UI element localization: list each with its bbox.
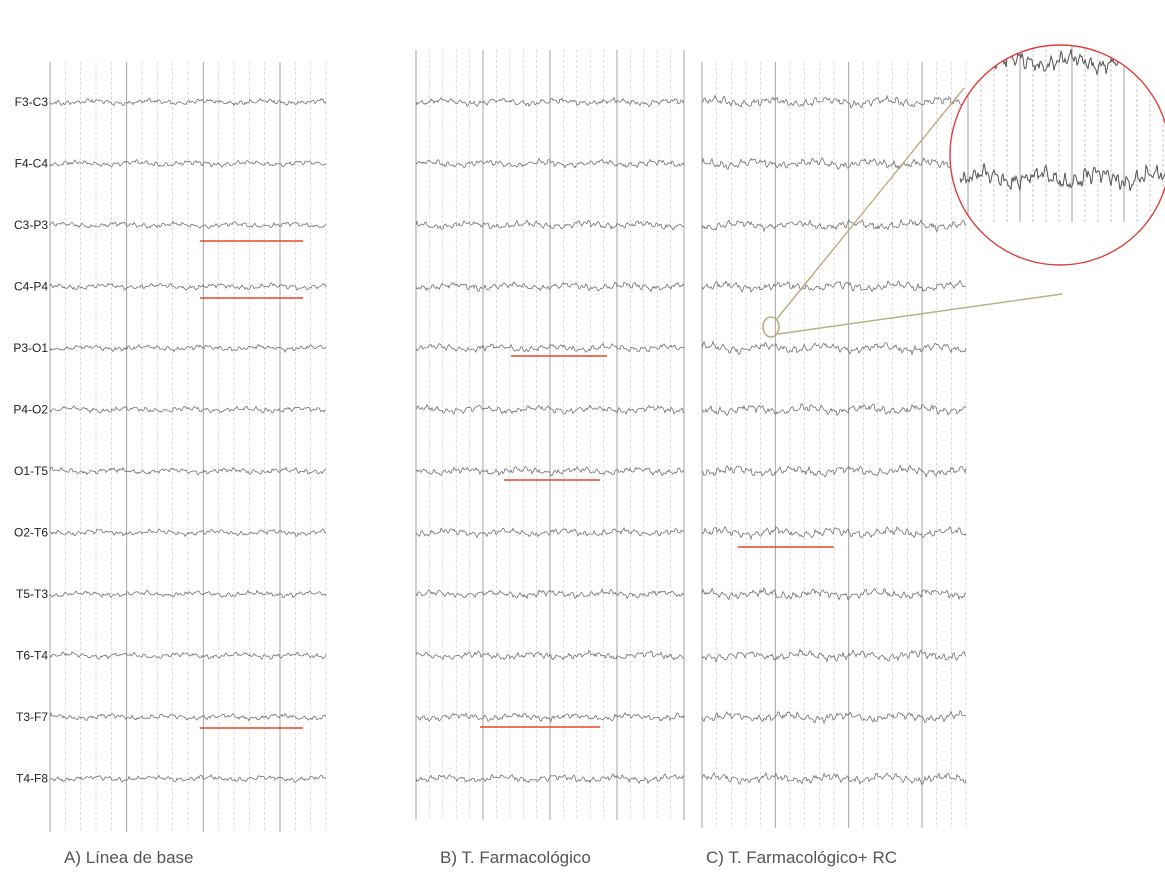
channel-label: T3-F7	[16, 710, 48, 724]
eeg-trace-p3-o1	[49, 343, 327, 354]
eeg-trace-c4-p4	[415, 281, 685, 293]
channel-label: C4-P4	[14, 280, 48, 294]
eeg-trace-f3-c3	[49, 97, 327, 107]
channel-label: T5-T3	[16, 587, 48, 601]
channel-label: C3-P3	[14, 218, 48, 232]
eeg-trace-p4-o2	[415, 403, 685, 415]
eeg-trace-p3-o1	[415, 342, 685, 353]
eeg-trace-f4-c4	[49, 158, 327, 168]
eeg-trace-c3-p3	[49, 220, 327, 230]
eeg-trace-c4-p4	[49, 282, 327, 291]
zoom-connector	[775, 87, 965, 321]
eeg-trace-t5-t3	[49, 589, 327, 599]
zoom-circle	[949, 44, 1165, 266]
panel-b-pharmacological	[415, 50, 685, 820]
eeg-trace-o1-t5	[701, 464, 967, 479]
eeg-trace-t5-t3	[415, 588, 685, 600]
eeg-trace-t5-t3	[701, 587, 967, 601]
eeg-trace-o2-t6	[415, 526, 685, 539]
eeg-trace-p4-o2	[701, 402, 967, 417]
zoom-trace	[959, 163, 1165, 192]
panel-c-pharmacological-rc	[701, 62, 967, 828]
channel-label: O2-T6	[14, 526, 48, 540]
eeg-trace-t3-f7	[49, 712, 327, 722]
eeg-trace-t4-f8	[701, 771, 967, 786]
channel-label: T6-T4	[16, 649, 48, 663]
eeg-trace-o1-t5	[49, 466, 327, 476]
channel-label: F3-C3	[15, 95, 49, 109]
eeg-trace-f3-c3	[701, 94, 967, 110]
zoom-connector	[777, 293, 1063, 335]
eeg-trace-f4-c4	[415, 157, 685, 169]
eeg-trace-f4-c4	[701, 157, 967, 171]
zoom-inset	[762, 44, 1165, 338]
channel-label: P3-O1	[13, 341, 48, 355]
eeg-trace-c4-p4	[701, 279, 967, 293]
caption-panel-b: B) T. Farmacológico	[440, 848, 591, 867]
channel-label: P4-O2	[13, 403, 48, 417]
eeg-trace-t4-f8	[415, 773, 685, 785]
eeg-trace-t6-t4	[49, 651, 327, 660]
eeg-trace-p3-o1	[701, 340, 967, 356]
eeg-trace-o2-t6	[701, 525, 967, 541]
eeg-trace-c3-p3	[701, 218, 967, 233]
eeg-trace-t3-f7	[701, 709, 967, 725]
eeg-trace-t4-f8	[49, 774, 327, 783]
eeg-trace-t6-t4	[701, 648, 967, 664]
eeg-trace-c3-p3	[415, 219, 685, 231]
caption-panel-a: A) Línea de base	[64, 848, 194, 867]
eeg-trace-t6-t4	[415, 649, 685, 661]
eeg-trace-o2-t6	[49, 528, 327, 538]
channel-label: F4-C4	[15, 157, 49, 171]
zoom-source-marker	[762, 316, 780, 338]
eeg-trace-p4-o2	[49, 405, 327, 414]
caption-panel-c: C) T. Farmacológico+ RC	[706, 848, 897, 867]
channel-label: O1-T5	[14, 464, 48, 478]
eeg-trace-t3-f7	[415, 712, 685, 723]
channel-label: T4-F8	[16, 772, 48, 786]
eeg-trace-o1-t5	[415, 466, 685, 477]
panel-a-baseline: F3-C3 F4-C4 C3-P3 C4-P4 P3-O1 P4-O2 O1-T5 O2-T6…	[13, 62, 327, 832]
eeg-trace-f3-c3	[415, 96, 685, 108]
